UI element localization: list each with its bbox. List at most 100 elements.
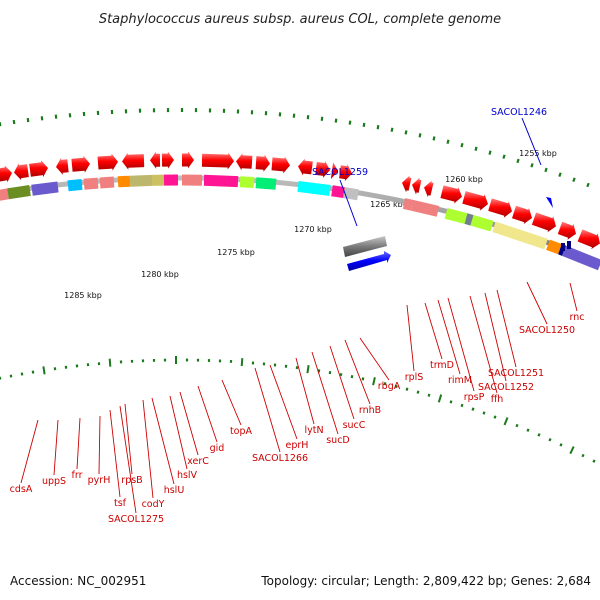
gene-label-pyrh[interactable]: pyrH [88, 475, 111, 486]
gene-arrow[interactable] [236, 153, 253, 171]
ruler-tick [548, 438, 552, 442]
gene-label-rbga[interactable]: rbgA [378, 381, 401, 392]
gene-label-rimm[interactable]: rimM [448, 375, 472, 386]
gene-label-sacol1251[interactable]: SACOL1251 [488, 368, 544, 379]
ruler-tick [471, 407, 475, 411]
ruler-tick [437, 394, 443, 403]
gene-label-sacol1266[interactable]: SACOL1266 [252, 453, 308, 464]
gene-arrow[interactable] [182, 151, 194, 169]
gene-label-rnhb[interactable]: rnhB [359, 405, 381, 416]
gene-label-succ[interactable]: sucC [343, 420, 366, 431]
track-dot [446, 139, 450, 144]
highlighted-feature-sacol1259[interactable] [343, 236, 391, 271]
track-dot [502, 154, 506, 159]
gene-label-xerc[interactable]: xerC [187, 456, 209, 467]
track-dot [530, 163, 534, 168]
gene-arrow[interactable] [29, 160, 48, 178]
gene-arrow[interactable] [271, 156, 291, 174]
track-dot [404, 130, 408, 135]
gene-arrow[interactable] [255, 154, 270, 172]
gene-arrow[interactable] [424, 180, 434, 198]
gene-label-eprh[interactable]: eprH [286, 440, 309, 451]
gene-label-trmd[interactable]: trmD [430, 360, 454, 371]
gene-arrow[interactable] [462, 191, 488, 211]
ruler-tick [493, 415, 497, 419]
gene-label-cody[interactable]: codY [142, 499, 165, 510]
sacol1259-connector [339, 179, 358, 227]
gene-arrow[interactable] [56, 157, 69, 175]
gene-label-rpls[interactable]: rplS [405, 372, 424, 383]
gene-label-ffh[interactable]: ffh [491, 394, 504, 405]
gene-arrow[interactable] [150, 151, 161, 169]
track-dot [544, 167, 548, 173]
gene-arrow[interactable] [557, 221, 576, 240]
annotation-band [546, 239, 562, 255]
gene-label-upps[interactable]: uppS [42, 476, 66, 487]
gene-connector [151, 397, 175, 485]
annotation-band [163, 174, 178, 186]
ruler-tick [569, 446, 575, 455]
annotation-band [203, 174, 239, 188]
sacol1259-blue-arrow [347, 251, 391, 271]
gene-arrow[interactable] [71, 155, 90, 173]
track-dot [418, 133, 422, 138]
gene-arrow[interactable] [161, 151, 174, 169]
gene-arrow[interactable] [339, 164, 352, 181]
gene-label-rnc[interactable]: rnc [570, 312, 585, 323]
gene-label-sacol1250[interactable]: SACOL1250 [519, 325, 575, 336]
gene-label-lytn[interactable]: lytN [304, 425, 323, 436]
gene-connector [169, 395, 188, 470]
gene-arrow[interactable] [488, 198, 512, 218]
label-sacol1259[interactable]: SACOL1259 [312, 167, 368, 178]
gene-arrow[interactable] [298, 158, 313, 176]
gene-arrow[interactable] [440, 185, 462, 204]
gene-connector [329, 345, 355, 420]
gene-connector [269, 364, 298, 440]
gene-arrow[interactable] [0, 165, 12, 183]
gene-label-rpsp[interactable]: rpsP [464, 392, 485, 403]
annotation-bands [0, 174, 600, 271]
ruler-tick [339, 372, 343, 377]
band-marker [567, 241, 571, 249]
gene-arrow[interactable] [512, 205, 532, 225]
annotation-band [151, 174, 165, 186]
track-dot [572, 177, 576, 182]
annotation-band [7, 185, 31, 200]
gene-label-rpsb[interactable]: rpsB [121, 475, 142, 486]
track-dot [12, 119, 16, 125]
ruler-labels: 1255 kbp 1260 kbp 1265 kbp 1270 kbp 1275 kbp… [64, 149, 557, 300]
gene-connector [406, 304, 415, 372]
track-dot [390, 127, 394, 132]
track-dot [474, 146, 478, 151]
gene-arrows [0, 151, 600, 250]
gene-label-gid[interactable]: gid [210, 443, 225, 454]
gene-arrow[interactable] [412, 177, 422, 195]
gene-arrow[interactable] [330, 162, 338, 179]
gene-arrow[interactable] [531, 212, 556, 233]
map-title: Staphylococcus aureus subsp. aureus COL,… [99, 12, 501, 27]
track-dot [432, 136, 436, 141]
annotation-band [343, 187, 359, 201]
gene-arrow[interactable] [97, 153, 119, 171]
gene-arrow[interactable] [577, 229, 600, 250]
gene-label-sacol1252[interactable]: SACOL1252 [478, 382, 534, 393]
gene-arrow[interactable] [315, 161, 330, 178]
gene-label-sacol1275[interactable]: SACOL1275 [108, 514, 164, 525]
gene-label-frr[interactable]: frr [72, 470, 83, 481]
gene-label-tsf[interactable]: tsf [114, 498, 127, 509]
gene-label-sucd[interactable]: sucD [326, 435, 350, 446]
gene-arrow[interactable] [122, 152, 145, 170]
ruler-tick [350, 375, 354, 379]
gene-label-hslv[interactable]: hslV [177, 470, 198, 481]
sacol1246-marker-icon[interactable] [546, 197, 553, 208]
gene-connector [295, 357, 315, 425]
gene-label-cdsa[interactable]: cdsA [10, 484, 33, 495]
gene-label-hslu[interactable]: hslU [164, 485, 185, 496]
gene-label-topa[interactable]: topA [230, 426, 253, 437]
label-sacol1246[interactable]: SACOL1246 [491, 107, 547, 118]
gene-arrow[interactable] [201, 152, 234, 170]
annotation-band [331, 185, 345, 198]
gene-arrow[interactable] [402, 175, 412, 193]
sacol1246-connector [521, 117, 542, 166]
gene-arrow[interactable] [14, 163, 29, 181]
